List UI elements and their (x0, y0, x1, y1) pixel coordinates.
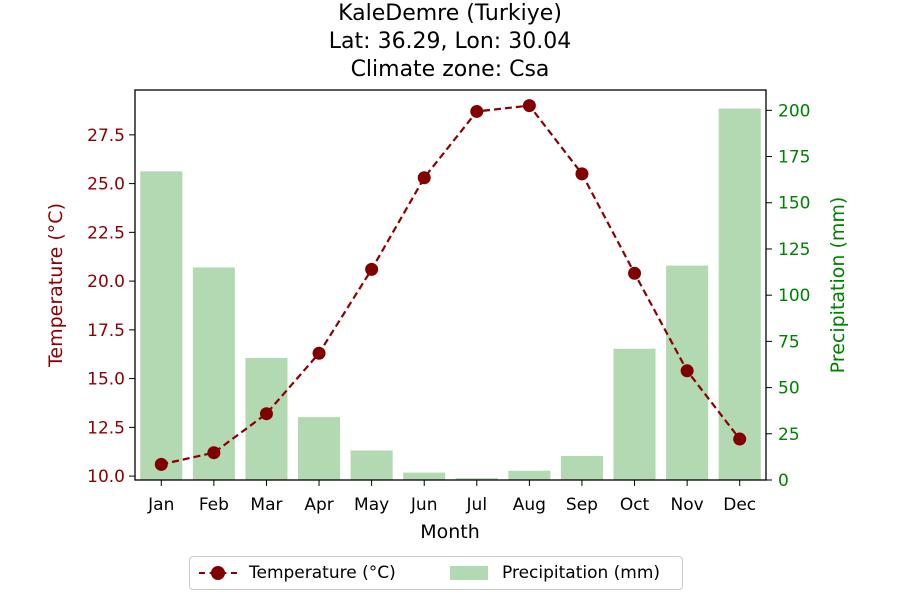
legend-item-precipitation: Precipitation (mm) (450, 563, 660, 583)
plot-border (134, 89, 767, 481)
month-tick-label: Oct (620, 495, 650, 515)
chart-legend: Temperature (°C) Precipitation (mm) (189, 556, 683, 590)
precipitation-tick-label: 175 (778, 148, 810, 168)
precipitation-bar-sep (560, 455, 603, 480)
temperature-tick-label: 25.0 (87, 175, 125, 195)
temperature-point-jul (470, 104, 484, 118)
temperature-tick-label: 15.0 (87, 370, 125, 390)
month-tick-label: Sep (566, 495, 598, 515)
temperature-point-may (365, 262, 379, 276)
precipitation-axis-label: Precipitation (mm) (827, 197, 849, 374)
month-tick-label: Jan (147, 495, 174, 515)
month-tick-label: Jul (466, 495, 488, 515)
precipitation-bar-may (350, 450, 393, 480)
chart-title-line-1: KaleDemre (Turkiye) (338, 1, 562, 26)
temperature-point-aug (522, 99, 536, 113)
month-axis-label: Month (420, 521, 480, 543)
precipitation-bar-feb (192, 267, 235, 480)
legend-label-precipitation: Precipitation (mm) (502, 563, 661, 583)
month-tick-label: Feb (199, 495, 229, 515)
legend-label-temperature: Temperature (°C) (249, 563, 396, 583)
temperature-tick-label: 10.0 (87, 467, 125, 487)
plot-frame (134, 89, 767, 481)
temperature-point-apr (312, 346, 326, 360)
month-tick-label: May (354, 495, 389, 515)
precipitation-tick-label: 100 (778, 286, 810, 306)
precipitation-bar-jan (140, 171, 183, 480)
temperature-axis: 10.0 12.5 15.0 17.5 20.0 22.5 25.0 27.5 (87, 126, 135, 487)
temperature-point-oct (628, 266, 642, 280)
temperature-tick-label: 27.5 (87, 126, 125, 146)
precipitation-bar-aug (508, 470, 551, 480)
temperature-tick-label: 17.5 (87, 321, 125, 341)
precipitation-bar-oct (613, 348, 656, 480)
temperature-point-mar (259, 407, 273, 421)
temperature-axis-label: Temperature (°C) (45, 203, 67, 368)
month-tick-label: Apr (304, 495, 333, 515)
chart-title-line-3: Climate zone: Csa (350, 57, 550, 82)
temperature-point-dec (733, 432, 747, 446)
precipitation-bar-jun (403, 472, 446, 480)
temperature-point-jan (154, 457, 168, 471)
temperature-line (161, 104, 741, 466)
temperature-tick-label: 12.5 (87, 418, 125, 438)
precipitation-tick-label: 25 (778, 425, 800, 445)
temperature-tick-label: 22.5 (87, 223, 125, 243)
precipitation-bar-apr (298, 417, 341, 480)
temperature-tick-label: 20.0 (87, 272, 125, 292)
precipitation-tick-label: 125 (778, 240, 810, 260)
precipitation-bars (140, 108, 761, 481)
temperature-point-sep (575, 167, 589, 181)
precipitation-tick-label: 150 (778, 194, 810, 214)
temperature-point-feb (207, 446, 221, 460)
precipitation-tick-label: 50 (778, 379, 800, 399)
temperature-point-jun (417, 171, 431, 185)
temperature-point-nov (680, 364, 694, 378)
precipitation-bar-dec (718, 108, 761, 481)
precipitation-bar-swatch (450, 566, 488, 580)
legend-item-temperature: Temperature (°C) (199, 563, 396, 583)
month-tick-label: Mar (250, 495, 282, 515)
precipitation-tick-label: 200 (778, 101, 810, 121)
chart-title-line-2: Lat: 36.29, Lon: 30.04 (328, 29, 572, 54)
month-tick-label: Aug (513, 495, 546, 515)
temperature-line-swatch (199, 563, 237, 583)
month-axis: Jan Feb Mar Apr May Jun Jul Aug Sep Oct Nov Dec (147, 480, 756, 515)
precipitation-axis: 0 25 50 75 100 125 150 175 200 (766, 101, 810, 491)
month-tick-label: Dec (723, 495, 756, 515)
precipitation-tick-label: 0 (778, 471, 789, 491)
precipitation-bar-jul (455, 478, 498, 480)
month-tick-label: Nov (671, 495, 704, 515)
month-tick-label: Jun (410, 495, 438, 515)
precipitation-tick-label: 75 (778, 332, 800, 352)
temperature-series (154, 99, 747, 471)
